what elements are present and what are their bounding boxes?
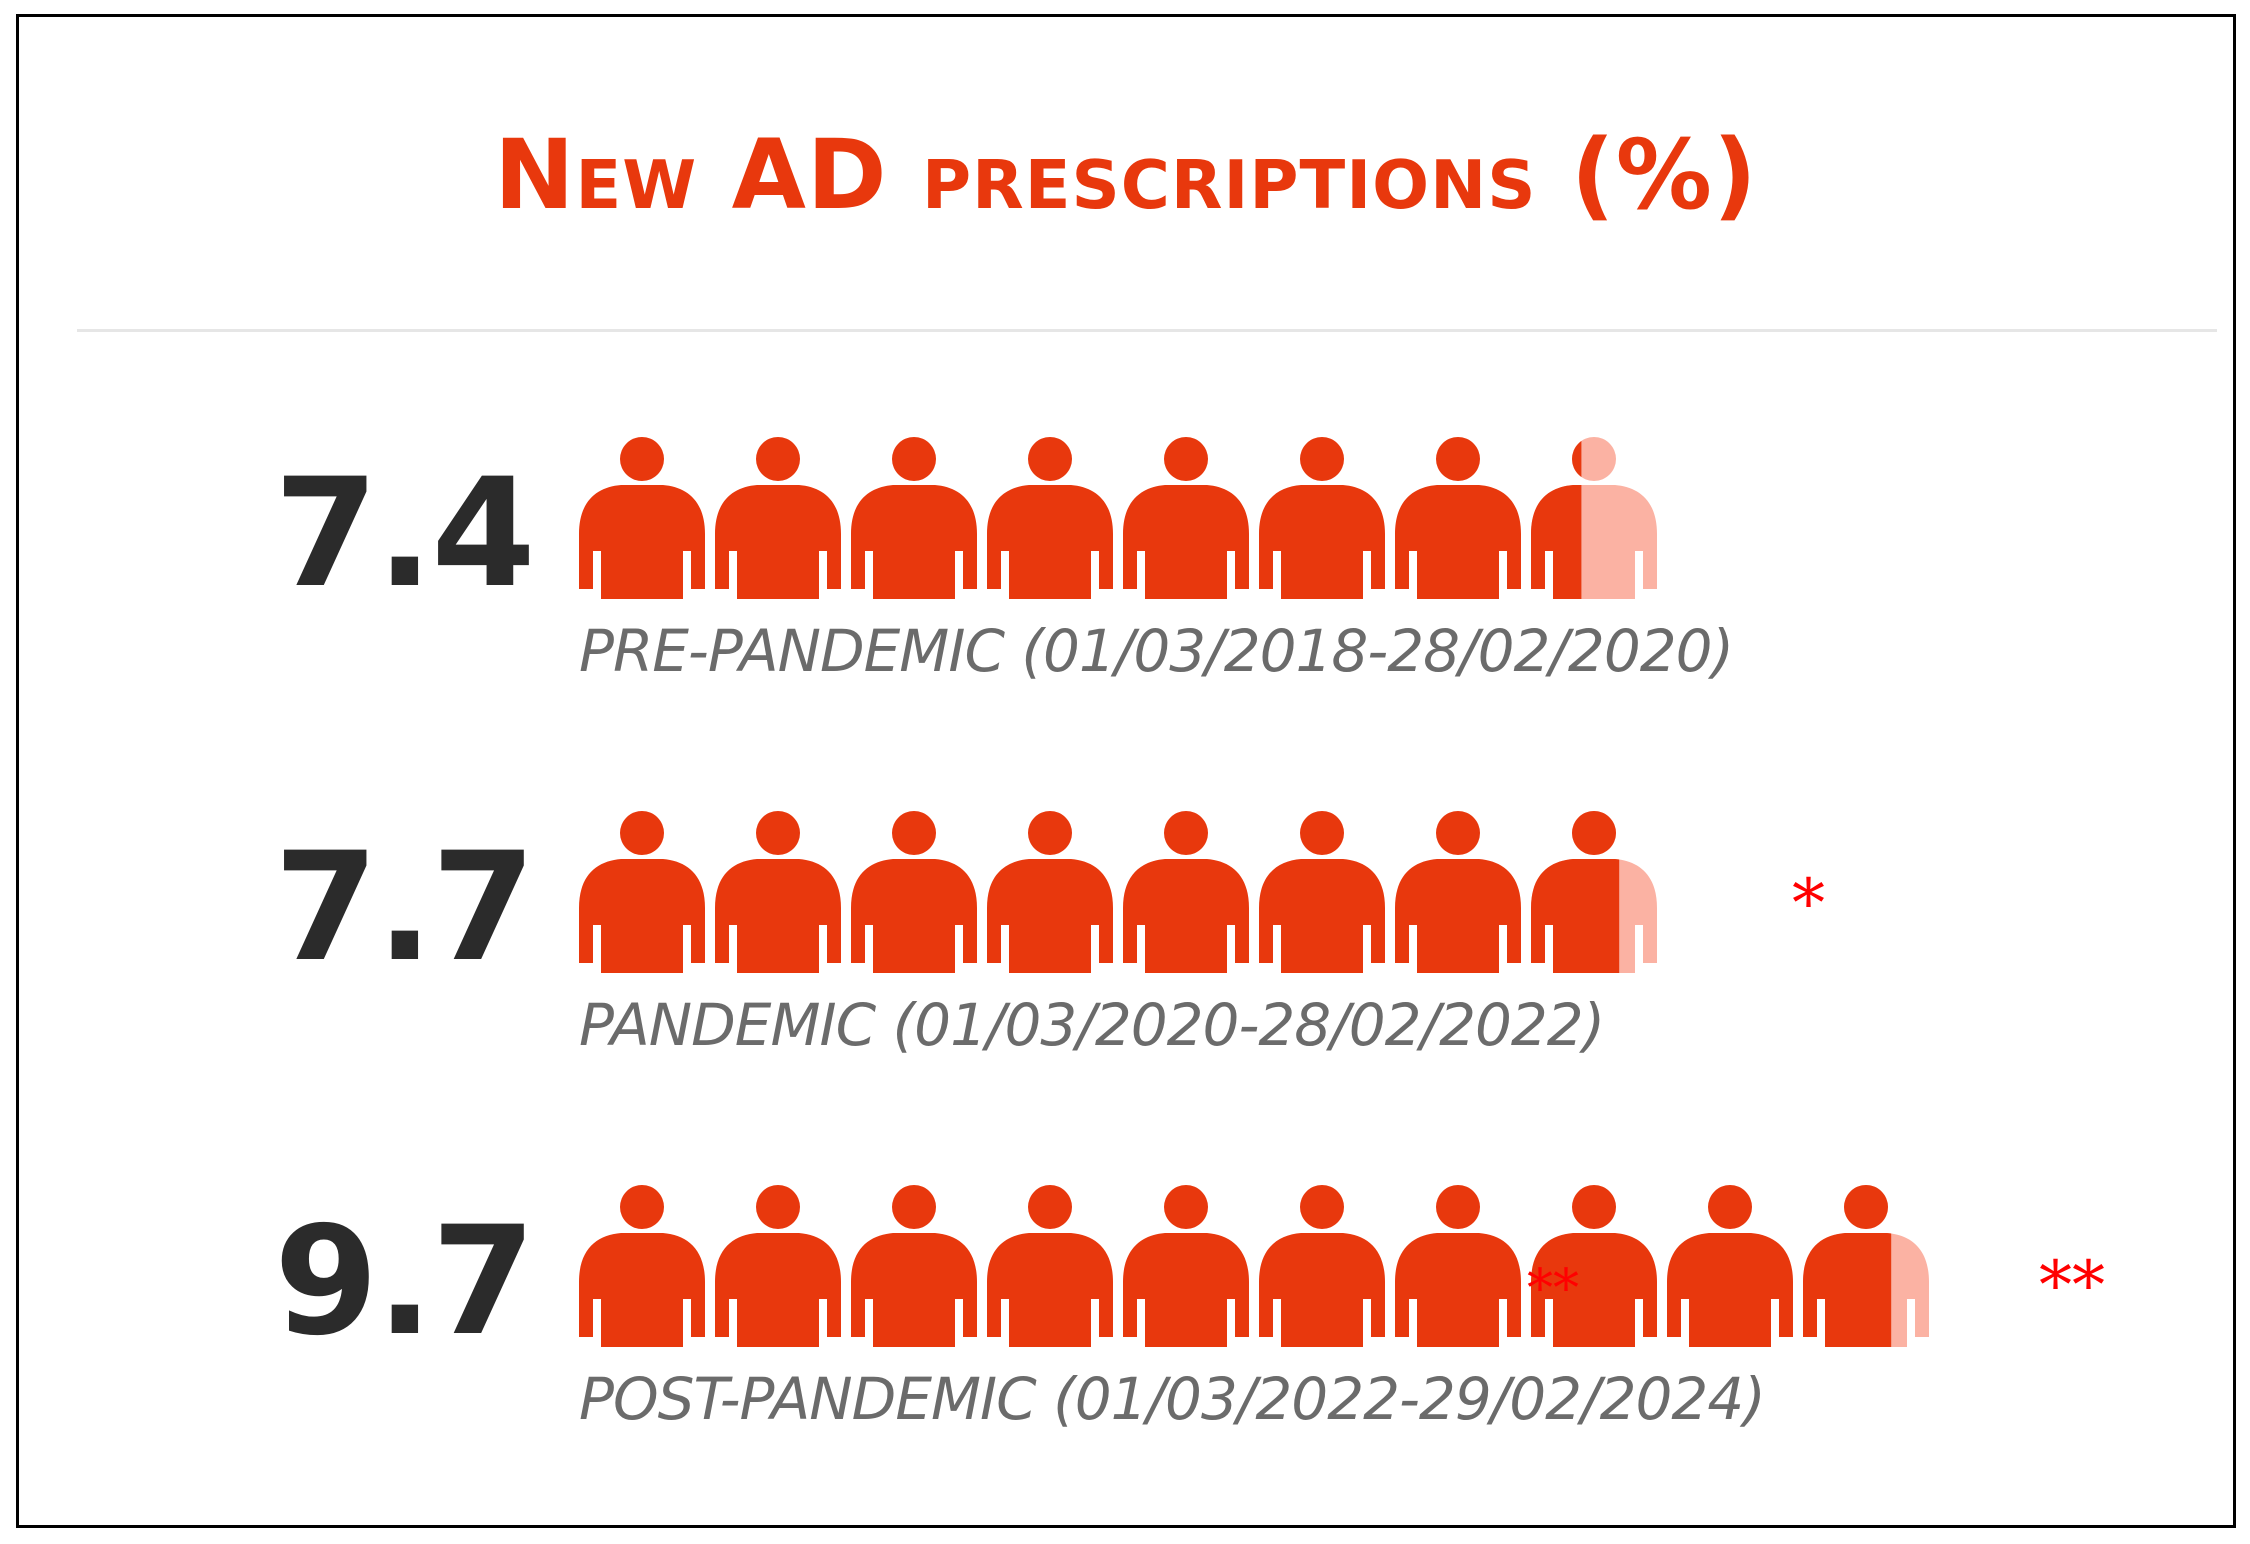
significance-marker: * (1792, 865, 1825, 942)
person-icon (715, 1185, 841, 1347)
person-icon (1531, 437, 1657, 599)
person-icon (715, 437, 841, 599)
row-value: 7.7 (274, 821, 536, 995)
row-pandemic: 7.7 PANDEMIC (01/03/2020-28/02/2022) * (19, 811, 2233, 1111)
person-icon (1531, 1185, 1657, 1347)
person-icon (1259, 811, 1385, 973)
person-icon (1259, 437, 1385, 599)
row-value: 9.7 (274, 1195, 536, 1369)
row-period-label: PANDEMIC (01/03/2020-28/02/2022) (579, 991, 1605, 1059)
person-icon (1123, 811, 1249, 973)
pictogram-row (579, 1185, 1929, 1347)
pictogram-row (579, 811, 1657, 973)
person-icon (987, 811, 1113, 973)
person-icon (1395, 1185, 1521, 1347)
person-icon (715, 811, 841, 973)
pictogram-row (579, 437, 1657, 599)
person-icon (579, 811, 705, 973)
person-icon (1123, 1185, 1249, 1347)
person-icon (1531, 811, 1657, 973)
person-icon (1259, 1185, 1385, 1347)
row-period-label: PRE-PANDEMIC (01/03/2018-28/02/2020) (579, 617, 1734, 685)
person-icon (851, 811, 977, 973)
person-icon (1667, 1185, 1793, 1347)
chart-title: New AD prescriptions (%) (494, 119, 1758, 231)
person-icon (987, 1185, 1113, 1347)
person-icon (1395, 437, 1521, 599)
person-icon (1123, 437, 1249, 599)
person-icon (851, 1185, 977, 1347)
person-icon (1395, 811, 1521, 973)
person-icon (1803, 1185, 1929, 1347)
row-value: 7.4 (274, 447, 536, 621)
significance-marker: ** (2039, 1247, 2105, 1324)
title-divider (77, 329, 2217, 332)
row-pre-pandemic: 7.4 PRE-PANDEMIC (01/03/2018-28/02/2020) (19, 437, 2233, 737)
person-icon (987, 437, 1113, 599)
row-post-pandemic: 9.7 POST-PANDEMIC (01/03/2022-29/02/2024… (19, 1185, 2233, 1485)
chart-frame: New AD prescriptions (%) 7.4 PRE-PANDEMI… (16, 14, 2236, 1528)
row-period-label: POST-PANDEMIC (01/03/2022-29/02/2024) (579, 1365, 1766, 1433)
overlay-marker: ** (1527, 1259, 1579, 1319)
person-icon (579, 1185, 705, 1347)
person-icon (579, 437, 705, 599)
person-icon (851, 437, 977, 599)
